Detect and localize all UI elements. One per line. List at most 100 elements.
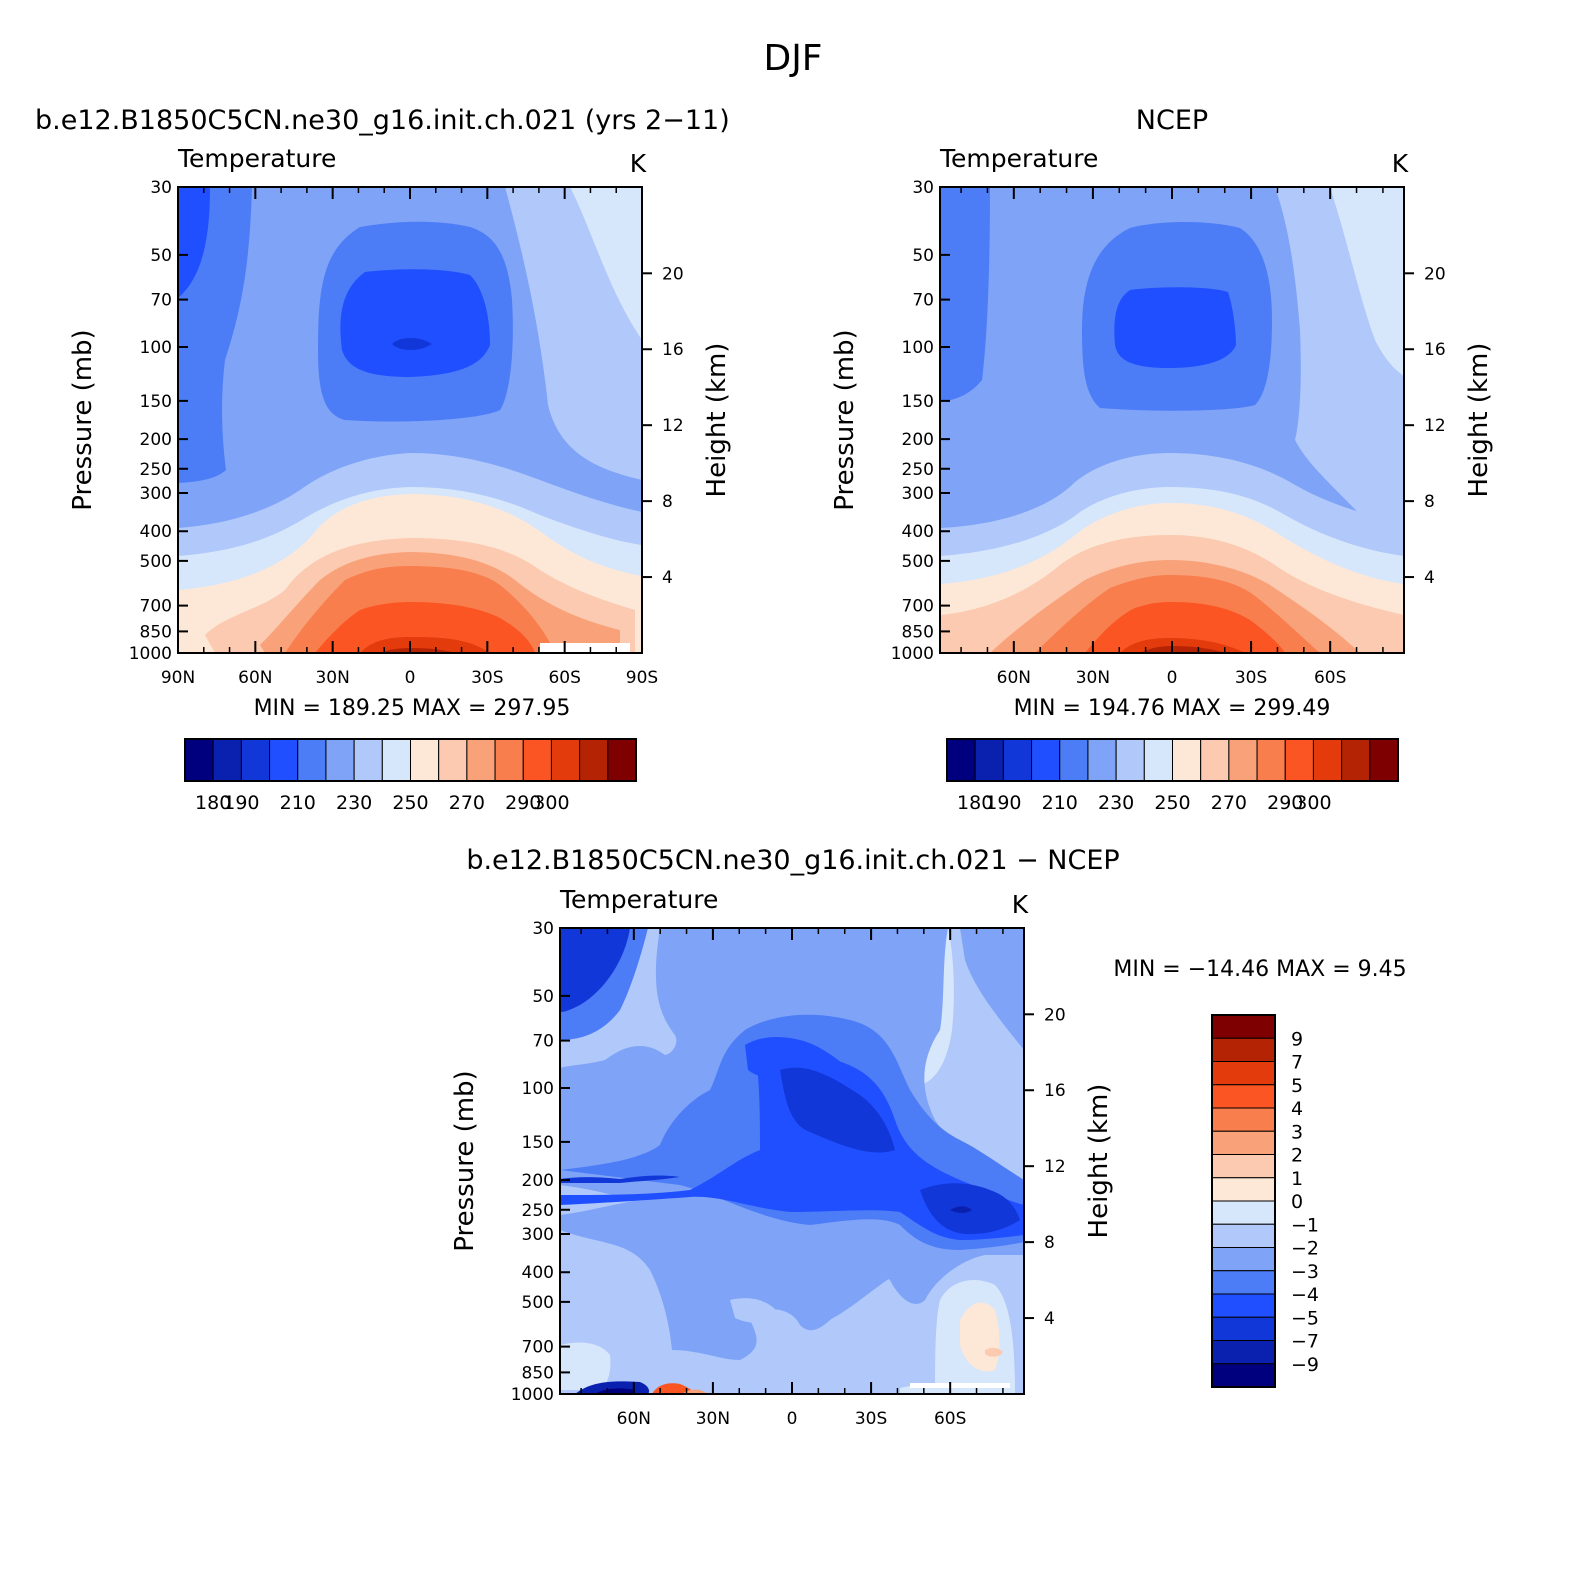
x-tick-label: 0 [405,668,416,688]
colorbar-label: 210 [280,792,316,814]
figure-title: DJF [763,38,822,79]
colorbar-label: 180 [957,792,993,814]
field-missing-surface [910,1383,1010,1388]
field-band-200-corner [178,187,210,298]
colorbar-box [410,738,440,782]
y-tick-label: 70 [532,1032,554,1052]
colorbar-box [550,738,581,782]
colorbar-label: 210 [1042,792,1078,814]
colorbar-frame [1211,1014,1276,1388]
panel-ncep-field [940,187,1404,653]
panel-ncep: NCEP Temperature K Pressure (mb) Height … [830,105,1494,814]
height-tick-label: 20 [1044,1005,1066,1025]
x-tick-label: 30N [1076,668,1110,688]
height-tick-label: 8 [1044,1233,1055,1253]
y-tick-label: 150 [902,392,934,412]
panel-model-title: b.e12.B1850C5CN.ne30_g16.init.ch.021 (yr… [35,105,730,136]
colorbar-label: 180 [195,792,231,814]
colorbar-label: 270 [1211,792,1247,814]
colorbar-box [466,738,496,782]
x-tick-label: 60S [548,668,580,688]
colorbar-box [1341,738,1371,782]
field-band-surface-pos-edge [682,1389,708,1394]
colorbar-label: 5 [1291,1075,1303,1097]
y-tick-label: 150 [140,392,172,412]
x-tick-label: 0 [787,1409,798,1429]
y-axis-right-label: Height (km) [1464,343,1494,498]
colorbar-box [353,738,383,782]
x-tick-label: 30S [471,668,503,688]
y-tick-label: 400 [140,522,172,542]
y-tick-label: 50 [532,987,554,1007]
colorbar-label: −7 [1291,1331,1319,1353]
colorbar-box [494,738,524,782]
y-tick-label: 200 [902,430,934,450]
y-tick-label: 250 [140,460,172,480]
colorbar-box [1211,1293,1276,1318]
colorbar-box [607,738,637,782]
field-band-minus7-mid [780,1067,895,1153]
height-tick-label: 8 [1424,492,1435,512]
colorbar-box [1143,738,1173,782]
y-tick-label: 250 [522,1201,554,1221]
colorbar-label: 230 [336,792,372,814]
left-string: Temperature [939,144,1098,173]
colorbar-label: 230 [1098,792,1134,814]
colorbar-label: 250 [1154,792,1190,814]
height-tick-label: 16 [1424,340,1446,360]
colorbar-label: −4 [1291,1284,1319,1306]
colorbar-label: −1 [1291,1214,1319,1236]
colorbar-box [1211,1107,1276,1132]
y-tick-label: 100 [902,338,934,358]
height-tick-label: 12 [662,416,684,436]
colorbar-box [974,738,1004,782]
panel-difference-title: b.e12.B1850C5CN.ne30_g16.init.ch.021 − N… [466,845,1119,876]
x-tick-label: 30N [315,668,349,688]
panel-difference: b.e12.B1850C5CN.ne30_g16.init.ch.021 − N… [450,845,1407,1429]
colorbar-label: 300 [533,792,569,814]
colorbar-box [1211,1154,1276,1179]
x-tick-label: 60N [997,668,1031,688]
field-band-190-core [392,338,432,350]
colorbar-label: 4 [1291,1098,1303,1120]
height-tick-label: 4 [1424,568,1435,588]
y-tick-label: 500 [140,552,172,572]
colorbar-box [1211,1363,1276,1388]
field-band-minus9-dot [950,1206,972,1213]
y-tick-label: 500 [522,1293,554,1313]
stats-label: MIN = 194.76 MAX = 299.49 [1014,696,1331,721]
y-tick-label: 200 [522,1171,554,1191]
y-tick-label: 30 [150,178,172,198]
stats-label: MIN = 189.25 MAX = 297.95 [254,696,571,721]
colorbar-box [1211,1316,1276,1341]
colorbar-box [1211,1130,1276,1155]
colorbar-label: −3 [1291,1261,1319,1283]
y-tick-label: 70 [150,291,172,311]
stats-label: MIN = −14.46 MAX = 9.45 [1113,957,1406,982]
colorbar-box [297,738,327,782]
colorbar-box [1211,1247,1276,1272]
height-tick-label: 12 [1424,416,1446,436]
y-tick-label: 400 [522,1263,554,1283]
y-tick-label: 1000 [511,1385,554,1405]
y-tick-label: 100 [140,338,172,358]
colorbar-box [1211,1037,1276,1062]
y-tick-label: 50 [912,246,934,266]
right-string: K [1012,890,1029,919]
y-axis-label: Pressure (mb) [450,1070,480,1251]
y-tick-label: 50 [150,246,172,266]
panel-model-field [178,187,642,653]
field-band-minus7 [560,928,630,1012]
colorbar-label: 0 [1291,1191,1303,1213]
y-tick-label: 1000 [129,644,172,664]
field-band-240-upper-right [1330,187,1404,376]
left-string: Temperature [559,885,718,914]
x-tick-label: 60N [238,668,272,688]
field-band-210-poleward [940,187,990,402]
x-tick-label: 60S [1314,668,1346,688]
panel-ncep-title: NCEP [1136,105,1208,136]
y-tick-label: 400 [902,522,934,542]
field-band-1-right [985,1347,1003,1357]
colorbar-box [240,738,271,782]
colorbar-box [1211,1200,1276,1225]
